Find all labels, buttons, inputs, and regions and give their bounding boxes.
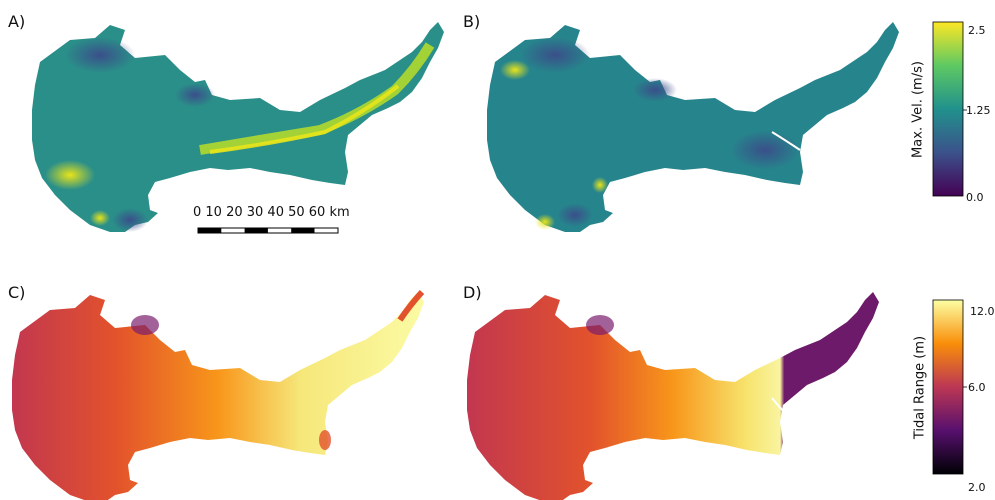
tidal-colorbar: [932, 299, 964, 475]
tidal-tick-min: 2.0: [968, 481, 986, 494]
velocity-tick-min: 0.0: [966, 191, 984, 204]
scale-bar-labels: 0 10 20 30 40 50 60 km: [193, 205, 350, 220]
velocity-colorbar: [932, 21, 964, 197]
velocity-colorbar-title: Max. Vel. (m/s): [910, 61, 926, 158]
panel-a-map: [32, 22, 444, 232]
tidal-tick-mid: 6.0: [968, 381, 986, 394]
tidal-tick-max: 12.0: [970, 305, 995, 318]
panel-c-map: [12, 289, 425, 500]
panel-label-d: D): [463, 283, 482, 302]
panel-label-b: B): [463, 12, 481, 31]
panel-label-c: C): [8, 283, 26, 302]
velocity-tick-max: 2.5: [968, 24, 986, 37]
panel-b-map: [487, 22, 899, 232]
tidal-colorbar-title: Tidal Range (m): [912, 335, 928, 440]
velocity-tick-mid: 1.25: [966, 104, 991, 117]
panel-d-map: [467, 292, 879, 500]
panel-label-a: A): [8, 12, 26, 31]
scale-bar: [197, 227, 339, 234]
